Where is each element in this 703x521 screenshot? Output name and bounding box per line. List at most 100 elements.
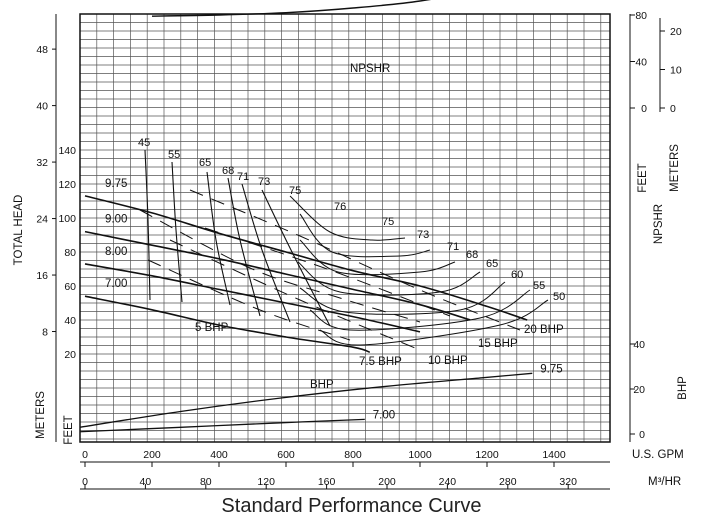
- npshr-curve-line: [151, 0, 432, 17]
- npshr-curve-label: NPSHR: [350, 63, 390, 75]
- m3hr-tick-label: 0: [82, 476, 88, 488]
- impeller-curve-label: 8.00: [105, 246, 127, 258]
- efficiency-label: 45: [138, 137, 150, 149]
- m3hr-axis-label: M³/HR: [648, 476, 681, 488]
- efficiency-loop: [299, 239, 456, 276]
- feet-tick-label: 100: [58, 213, 76, 225]
- feet-tick-label: 140: [58, 145, 76, 157]
- npshr-axis-label: NPSHR: [653, 204, 665, 244]
- chart-title: Standard Performance Curve: [221, 495, 482, 517]
- m3hr-tick-label: 240: [439, 476, 457, 488]
- bhp-tick-label: 20: [633, 384, 645, 396]
- feet-tick-label: 80: [64, 247, 76, 259]
- m3hr-tick-label: 40: [140, 476, 152, 488]
- efficiency-label: 75: [289, 185, 301, 197]
- bhp-isoline: [169, 239, 421, 351]
- npshr-feet-tick-label: 0: [641, 103, 647, 115]
- efficiency-line: [171, 161, 183, 303]
- bhp-curve-9-75: [79, 372, 533, 428]
- bhp-isoline: [147, 259, 351, 341]
- bhp-label: 10 BHP: [428, 355, 468, 367]
- bhp-axis-label: BHP: [677, 376, 689, 400]
- efficiency-loop: [299, 213, 431, 258]
- gpm-tick-label: 600: [277, 449, 295, 461]
- bhp-label: 20 BHP: [524, 324, 564, 336]
- m3hr-tick-label: 320: [559, 476, 577, 488]
- bhp-label: 5 BHP: [195, 322, 229, 334]
- plot-border: [79, 13, 611, 443]
- feet-tick-label: 40: [64, 315, 76, 327]
- bhp-isoline: [189, 189, 521, 331]
- m3hr-tick-label: 120: [257, 476, 275, 488]
- meters-tick-label: 32: [36, 157, 48, 169]
- bhp-curve-7-00: [79, 418, 365, 433]
- bhp-curve-name: BHP: [310, 379, 334, 391]
- feet-tick-label: 120: [58, 179, 76, 191]
- total-head-label: TOTAL HEAD: [13, 195, 25, 266]
- bhp-isoline: [139, 209, 421, 323]
- meters-tick-label: 8: [42, 327, 48, 339]
- bhp-tick-label: 0: [639, 429, 645, 441]
- efficiency-label: 73: [417, 229, 429, 241]
- impeller-curve-label: 7.00: [105, 278, 127, 290]
- impeller-curve-9-00: [84, 230, 471, 321]
- bhp-isoline: [204, 227, 451, 317]
- m3hr-tick-label: 80: [200, 476, 212, 488]
- bhp-label: 7.5 BHP: [359, 356, 402, 368]
- impeller-curve-label: 9.00: [105, 214, 127, 226]
- efficiency-loop: [319, 299, 549, 346]
- efficiency-label: 55: [168, 149, 180, 161]
- plot-frame: [55, 13, 661, 490]
- gpm-tick-label: 0: [82, 449, 88, 461]
- impeller-curves: 9.75 9.00 8.00 7.00: [84, 178, 528, 354]
- npshr-curve: NPSHR: [151, 0, 432, 75]
- gpm-tick-label: 200: [143, 449, 161, 461]
- m3hr-tick-label: 280: [499, 476, 517, 488]
- meters-tick-label: 24: [36, 214, 48, 226]
- efficiency-label: 71: [237, 171, 249, 183]
- feet-tick-label: 20: [64, 349, 76, 361]
- bhp-curves: 9.75 7.00 BHP: [79, 363, 563, 433]
- efficiency-line: [144, 149, 151, 301]
- impeller-curve-8-00: [84, 263, 421, 333]
- bhp-tick-label: 40: [633, 339, 645, 351]
- grid: [79, 13, 610, 442]
- impeller-curve-label: 9.75: [105, 178, 127, 190]
- m3hr-tick-label: 200: [378, 476, 396, 488]
- npshr-feet-label: FEET: [637, 163, 649, 192]
- gpm-tick-label: 1400: [542, 449, 566, 461]
- feet-tick-label: 60: [64, 281, 76, 293]
- meters-tick-label: 40: [36, 101, 48, 113]
- efficiency-line: [241, 183, 291, 323]
- efficiency-label: 68: [466, 249, 478, 261]
- npshr-meters-label: METERS: [669, 144, 681, 192]
- efficiency-label: 73: [258, 176, 270, 188]
- npshr-meters-tick-label: 0: [670, 103, 676, 115]
- bhp-label: 15 BHP: [478, 338, 518, 350]
- efficiency-label: 55: [533, 280, 545, 292]
- m3hr-tick-label: 160: [318, 476, 336, 488]
- meters-axis-label: METERS: [35, 391, 47, 439]
- efficiency-loop: [309, 289, 531, 331]
- efficiency-label: 60: [511, 269, 523, 281]
- efficiency-label: 65: [486, 258, 498, 270]
- efficiency-label: 65: [199, 157, 211, 169]
- npshr-meters-tick-label: 20: [670, 26, 682, 38]
- efficiency-label: 76: [334, 201, 346, 213]
- gpm-tick-label: 800: [344, 449, 362, 461]
- npshr-feet-tick-label: 40: [635, 57, 647, 69]
- efficiency-loop: [299, 281, 506, 315]
- efficiency-loop: [289, 195, 406, 241]
- impeller-curve-9-75: [84, 195, 528, 321]
- npshr-meters-tick-label: 10: [670, 65, 682, 77]
- gpm-tick-label: 400: [210, 449, 228, 461]
- efficiency-label: 75: [382, 216, 394, 228]
- efficiency-line: [206, 171, 231, 306]
- feet-axis-label: FEET: [63, 415, 75, 444]
- efficiency-label: 50: [553, 291, 565, 303]
- impeller-curve-7-00: [84, 295, 371, 354]
- gpm-tick-label: 1000: [408, 449, 432, 461]
